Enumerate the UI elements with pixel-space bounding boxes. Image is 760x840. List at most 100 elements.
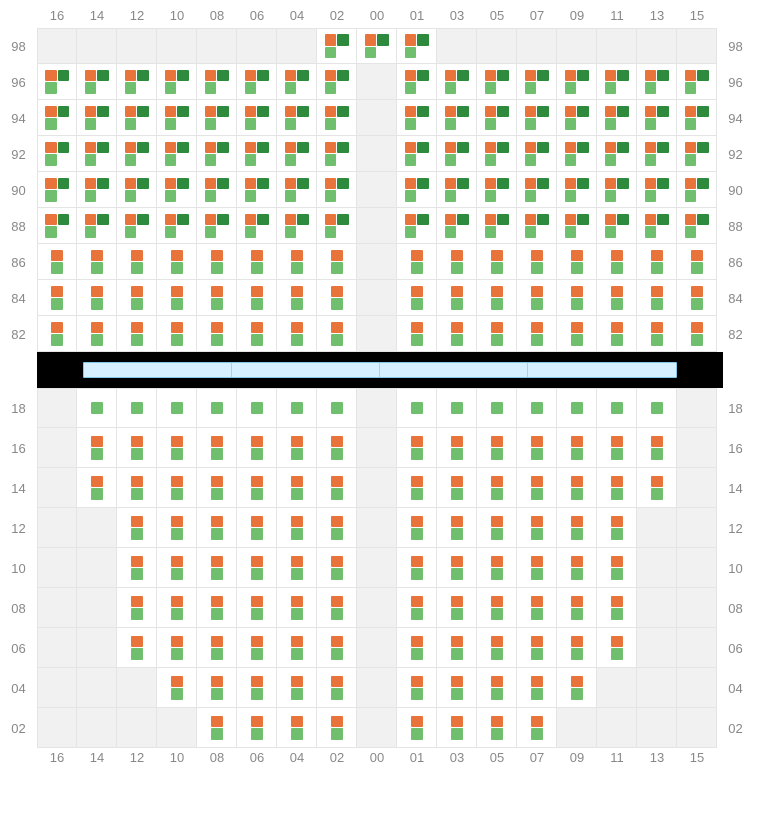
seat[interactable] bbox=[531, 636, 543, 660]
seat[interactable] bbox=[171, 402, 183, 414]
seat[interactable] bbox=[91, 322, 103, 346]
seat[interactable] bbox=[285, 142, 309, 166]
seat[interactable] bbox=[611, 596, 623, 620]
seat[interactable] bbox=[531, 716, 543, 740]
seat[interactable] bbox=[331, 676, 343, 700]
seat[interactable] bbox=[651, 322, 663, 346]
seat[interactable] bbox=[451, 436, 463, 460]
seat[interactable] bbox=[245, 70, 269, 94]
seat[interactable] bbox=[331, 322, 343, 346]
seat[interactable] bbox=[605, 214, 629, 238]
seat[interactable] bbox=[685, 178, 709, 202]
seat[interactable] bbox=[91, 286, 103, 310]
seat[interactable] bbox=[251, 716, 263, 740]
seat[interactable] bbox=[685, 214, 709, 238]
seat[interactable] bbox=[651, 436, 663, 460]
seat[interactable] bbox=[411, 516, 423, 540]
seat[interactable] bbox=[211, 596, 223, 620]
seat[interactable] bbox=[331, 476, 343, 500]
seat[interactable] bbox=[605, 178, 629, 202]
seat[interactable] bbox=[411, 636, 423, 660]
seat[interactable] bbox=[485, 106, 509, 130]
seat[interactable] bbox=[91, 476, 103, 500]
seat[interactable] bbox=[491, 322, 503, 346]
seat[interactable] bbox=[85, 214, 109, 238]
seat[interactable] bbox=[485, 142, 509, 166]
seat[interactable] bbox=[45, 214, 69, 238]
seat[interactable] bbox=[491, 556, 503, 580]
seat[interactable] bbox=[451, 286, 463, 310]
seat[interactable] bbox=[291, 516, 303, 540]
seat[interactable] bbox=[91, 436, 103, 460]
seat[interactable] bbox=[165, 178, 189, 202]
seat[interactable] bbox=[571, 596, 583, 620]
seat[interactable] bbox=[331, 286, 343, 310]
seat[interactable] bbox=[171, 516, 183, 540]
seat[interactable] bbox=[691, 250, 703, 274]
seat[interactable] bbox=[211, 716, 223, 740]
seat[interactable] bbox=[171, 286, 183, 310]
seat[interactable] bbox=[245, 178, 269, 202]
seat[interactable] bbox=[611, 636, 623, 660]
seat[interactable] bbox=[491, 636, 503, 660]
seat[interactable] bbox=[171, 322, 183, 346]
seat[interactable] bbox=[331, 716, 343, 740]
seat[interactable] bbox=[485, 70, 509, 94]
seat[interactable] bbox=[411, 596, 423, 620]
seat[interactable] bbox=[171, 476, 183, 500]
seat[interactable] bbox=[451, 402, 463, 414]
seat[interactable] bbox=[445, 178, 469, 202]
seat[interactable] bbox=[531, 556, 543, 580]
seat[interactable] bbox=[565, 106, 589, 130]
seat[interactable] bbox=[645, 70, 669, 94]
seat[interactable] bbox=[491, 476, 503, 500]
seat[interactable] bbox=[331, 516, 343, 540]
seat[interactable] bbox=[325, 214, 349, 238]
seat[interactable] bbox=[651, 286, 663, 310]
seat[interactable] bbox=[171, 596, 183, 620]
seat[interactable] bbox=[131, 516, 143, 540]
seat[interactable] bbox=[165, 106, 189, 130]
seat[interactable] bbox=[525, 70, 549, 94]
seat[interactable] bbox=[525, 106, 549, 130]
seat[interactable] bbox=[491, 436, 503, 460]
seat[interactable] bbox=[405, 214, 429, 238]
seat[interactable] bbox=[445, 142, 469, 166]
seat[interactable] bbox=[205, 142, 229, 166]
seat[interactable] bbox=[131, 402, 143, 414]
seat[interactable] bbox=[611, 322, 623, 346]
seat[interactable] bbox=[211, 476, 223, 500]
seat[interactable] bbox=[45, 178, 69, 202]
seat[interactable] bbox=[565, 70, 589, 94]
seat[interactable] bbox=[331, 596, 343, 620]
seat[interactable] bbox=[571, 286, 583, 310]
seat[interactable] bbox=[131, 322, 143, 346]
seat[interactable] bbox=[445, 106, 469, 130]
seat[interactable] bbox=[291, 676, 303, 700]
seat[interactable] bbox=[571, 556, 583, 580]
seat[interactable] bbox=[251, 676, 263, 700]
seat[interactable] bbox=[245, 106, 269, 130]
seat[interactable] bbox=[125, 70, 149, 94]
seat[interactable] bbox=[691, 322, 703, 346]
seat[interactable] bbox=[531, 596, 543, 620]
seat[interactable] bbox=[285, 178, 309, 202]
seat[interactable] bbox=[85, 142, 109, 166]
seat[interactable] bbox=[251, 436, 263, 460]
seat[interactable] bbox=[291, 636, 303, 660]
seat[interactable] bbox=[571, 516, 583, 540]
seat[interactable] bbox=[211, 286, 223, 310]
seat[interactable] bbox=[531, 516, 543, 540]
seat[interactable] bbox=[325, 106, 349, 130]
seat[interactable] bbox=[571, 476, 583, 500]
seat[interactable] bbox=[611, 556, 623, 580]
seat[interactable] bbox=[531, 676, 543, 700]
seat[interactable] bbox=[205, 106, 229, 130]
seat[interactable] bbox=[211, 636, 223, 660]
seat[interactable] bbox=[325, 178, 349, 202]
seat[interactable] bbox=[251, 476, 263, 500]
seat[interactable] bbox=[245, 142, 269, 166]
seat[interactable] bbox=[211, 250, 223, 274]
seat[interactable] bbox=[451, 556, 463, 580]
seat[interactable] bbox=[85, 106, 109, 130]
